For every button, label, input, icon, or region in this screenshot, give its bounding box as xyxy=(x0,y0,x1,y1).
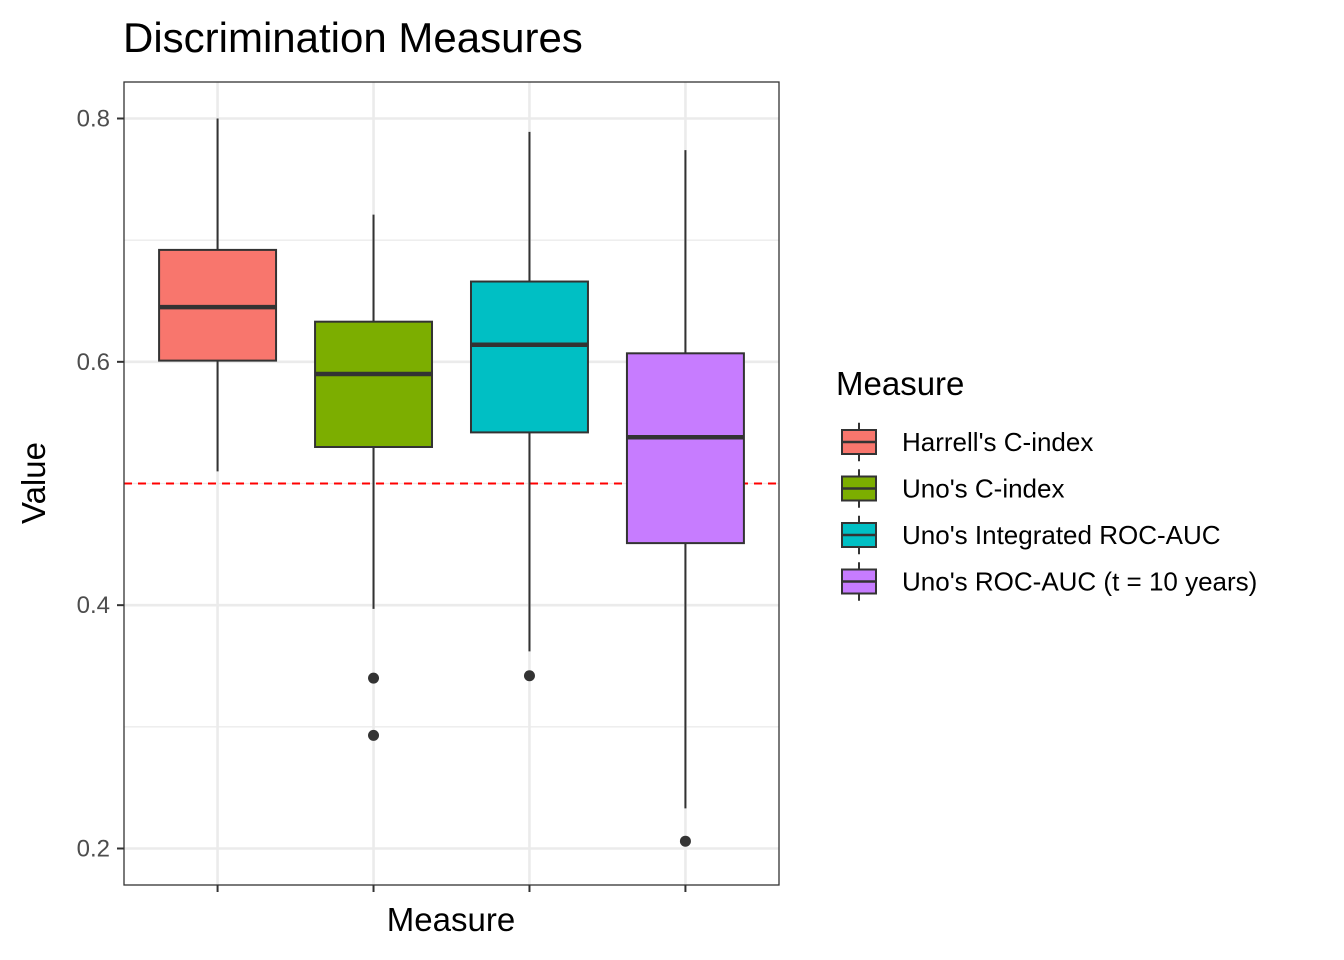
legend-label: Uno's Integrated ROC-AUC xyxy=(902,520,1221,550)
y-axis-title: Value xyxy=(15,442,52,524)
legend-item-4: Uno's ROC-AUC (t = 10 years) xyxy=(841,562,1257,601)
box-iqr xyxy=(469,280,589,434)
legend-item-3: Uno's Integrated ROC-AUC xyxy=(841,515,1221,555)
box-3 xyxy=(469,131,589,682)
legend-item-1: Harrell's C-index xyxy=(841,422,1093,462)
outlier-point xyxy=(368,672,380,684)
y-tick-label: 0.8 xyxy=(77,106,110,133)
chart-title: Discrimination Measures xyxy=(123,14,583,61)
box-2 xyxy=(314,214,434,741)
legend-label: Uno's ROC-AUC (t = 10 years) xyxy=(902,567,1257,597)
box-4 xyxy=(625,150,745,847)
box-layer xyxy=(158,118,745,847)
legend-label: Uno's C-index xyxy=(902,474,1064,504)
box-iqr xyxy=(314,320,434,448)
outlier-point xyxy=(523,670,535,682)
legend-item-2: Uno's C-index xyxy=(841,469,1064,508)
plot-border xyxy=(123,81,780,886)
y-tick-label: 0.2 xyxy=(77,836,110,863)
outlier-point xyxy=(368,729,380,741)
x-axis-title: Measure xyxy=(387,901,515,938)
axis-ticks: 0.2 0.4 0.6 0.8 xyxy=(77,106,687,892)
legend-label: Harrell's C-index xyxy=(902,427,1093,457)
legend-title: Measure xyxy=(836,365,964,402)
box-iqr xyxy=(625,352,745,545)
y-tick-label: 0.6 xyxy=(77,349,110,376)
outlier-point xyxy=(679,835,691,847)
legend: Measure Harrell's C-index Uno's C-index Un… xyxy=(836,365,1257,601)
box-1 xyxy=(158,118,278,472)
y-tick-label: 0.4 xyxy=(77,592,110,619)
